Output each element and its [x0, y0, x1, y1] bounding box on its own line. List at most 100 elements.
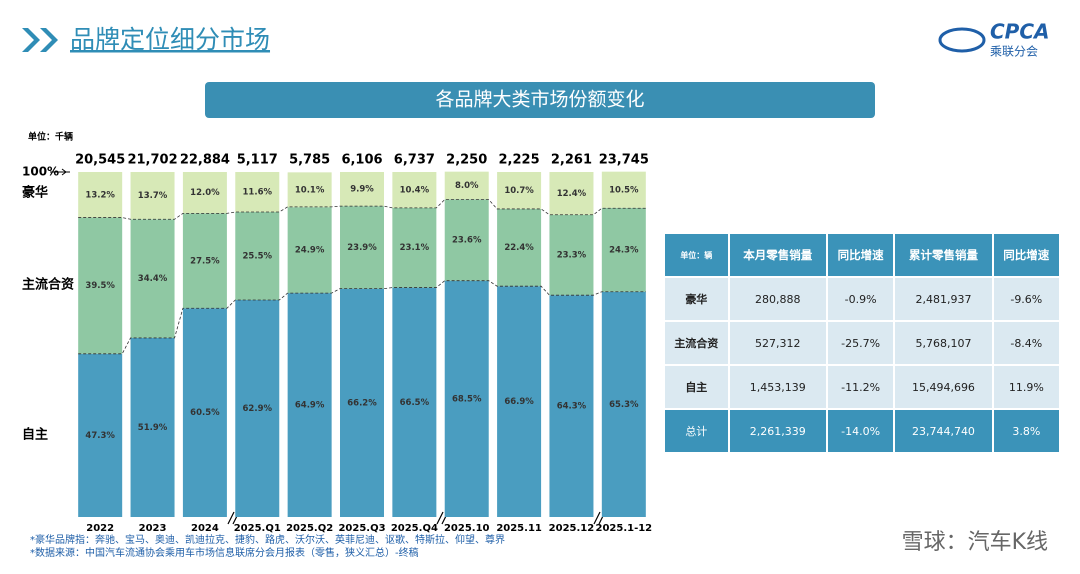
bar-segment — [392, 287, 437, 517]
logo-sub: 乘联分会 — [990, 45, 1038, 59]
bar-segment — [340, 288, 384, 517]
bar-segment — [78, 217, 123, 354]
total-label: 20,545 — [75, 153, 125, 168]
x-tick-label: 2023 — [139, 523, 167, 534]
table-cell: 11.9% — [991, 364, 1062, 410]
table-cell: 同比增速 — [991, 232, 1062, 278]
table-cell: 23,744,740 — [893, 408, 994, 454]
value-label: 23.3% — [557, 250, 587, 260]
value-label: 10.1% — [295, 185, 325, 195]
value-label: 24.9% — [295, 246, 325, 256]
chart-title: 各品牌大类市场份额变化 — [435, 89, 644, 111]
bar-segment — [497, 208, 542, 287]
value-label: 9.9% — [350, 185, 374, 195]
table-cell: 自主 — [663, 364, 730, 410]
bar-segment — [287, 172, 332, 208]
legend-label: 主流合资 — [22, 277, 74, 293]
value-label: 39.5% — [85, 281, 115, 291]
y-tick-label: 100% — [22, 165, 59, 179]
value-label: 11.6% — [243, 188, 273, 198]
value-label: 23.6% — [452, 235, 482, 245]
value-label: 22.4% — [504, 243, 534, 253]
value-label: 66.9% — [504, 397, 534, 407]
bar-segment — [340, 206, 384, 289]
x-tick-label: 2025.Q1 — [234, 523, 281, 534]
logo: CPCA — [990, 20, 1050, 44]
bar-segment — [287, 207, 332, 294]
value-label: 68.5% — [452, 394, 482, 404]
bar-segment — [130, 337, 175, 517]
value-label: 64.3% — [557, 402, 587, 412]
legend-label: 豪华 — [22, 185, 48, 201]
bar-segment — [182, 308, 227, 517]
table-row: 自主 1,453,139 -11.2% 15,494,696 11.9% — [663, 364, 1062, 410]
bar-segment — [601, 171, 646, 208]
bar-segment — [392, 172, 437, 208]
value-label: 24.3% — [609, 245, 639, 255]
table: 单位：辆 本月零售销量 同比增速 累计零售销量 同比增速 豪华 280,888 -0.9% 2,… — [663, 232, 1062, 454]
table-cell: 3.8% — [991, 408, 1062, 454]
bar-segment — [549, 172, 594, 215]
value-label: 10.4% — [400, 185, 430, 195]
value-label: 65.3% — [609, 400, 639, 410]
value-label: 62.9% — [243, 404, 273, 414]
total-label: 6,106 — [341, 153, 382, 168]
table-cell: 主流合资 — [663, 320, 730, 366]
bar-segment — [549, 295, 594, 517]
footnote: *豪华品牌指：奔驰、宝马、奥迪、凯迪拉克、捷豹、路虎、沃尔沃、英菲尼迪、讴歌、特… — [30, 533, 505, 546]
value-label: 13.7% — [138, 191, 168, 201]
bar-segment — [601, 207, 646, 292]
table-row: 单位：辆 本月零售销量 同比增速 累计零售销量 同比增速 — [663, 232, 1062, 278]
table-cell: -0.9% — [825, 276, 896, 322]
logo-mark — [938, 27, 986, 53]
table-cell: -9.6% — [991, 276, 1062, 322]
value-label: 60.5% — [190, 408, 220, 418]
trend-line — [78, 280, 646, 355]
value-label: 23.1% — [400, 243, 430, 253]
bar-segment — [444, 280, 489, 517]
table-cell: 同比增速 — [825, 232, 896, 278]
banner — [205, 82, 875, 118]
total-label: 2,250 — [446, 153, 487, 168]
table-row: 总计 2,261,339 -14.0% 23,744,740 3.8% — [663, 408, 1062, 454]
bar-segment — [287, 293, 332, 517]
table-cell: -14.0% — [825, 408, 896, 454]
bar-segment — [235, 299, 280, 517]
total-label: 22,884 — [180, 153, 230, 168]
bar-segment — [497, 172, 542, 209]
bar-segment — [497, 286, 542, 517]
table-cell: 1,453,139 — [727, 364, 828, 410]
page-title: 品牌定位细分市场 — [70, 25, 270, 54]
table-row: 豪华 280,888 -0.9% 2,481,937 -9.6% — [663, 276, 1062, 322]
unit: 单位：千辆 — [28, 131, 73, 143]
table-cell: -8.4% — [991, 320, 1062, 366]
x-tick-label: 2022 — [86, 523, 114, 534]
value-label: 25.5% — [243, 252, 273, 262]
value-label: 64.9% — [295, 401, 325, 411]
footnote: *数据来源：中国汽车流通协会乘用车市场信息联席分会月报表（零售，狭义汇总）-终稿 — [30, 546, 419, 559]
bar-segment — [601, 291, 646, 517]
value-label: 12.4% — [557, 189, 587, 199]
bar-segment — [235, 212, 280, 300]
x-tick-label: 2025.10 — [444, 523, 490, 534]
table-cell: 5,768,107 — [893, 320, 994, 366]
total-label: 2,261 — [551, 153, 592, 168]
total-label: 6,737 — [394, 153, 435, 168]
table-cell: 2,261,339 — [727, 408, 828, 454]
bar-segment — [130, 219, 175, 338]
table-cell: 280,888 — [727, 276, 828, 322]
table-cell: 本月零售销量 — [727, 232, 828, 278]
x-tick-label: 2025.12 — [549, 523, 595, 534]
bar-segment — [78, 172, 123, 218]
table-cell: 总计 — [663, 408, 730, 454]
value-label: 47.3% — [85, 431, 115, 441]
value-label: 23.9% — [347, 243, 377, 253]
total-label: 5,117 — [237, 153, 278, 168]
table-cell: 单位：辆 — [663, 232, 730, 278]
value-label: 10.5% — [609, 185, 639, 195]
bar-segment — [444, 199, 489, 281]
table-cell: 527,312 — [727, 320, 828, 366]
value-label: 66.2% — [347, 398, 377, 408]
